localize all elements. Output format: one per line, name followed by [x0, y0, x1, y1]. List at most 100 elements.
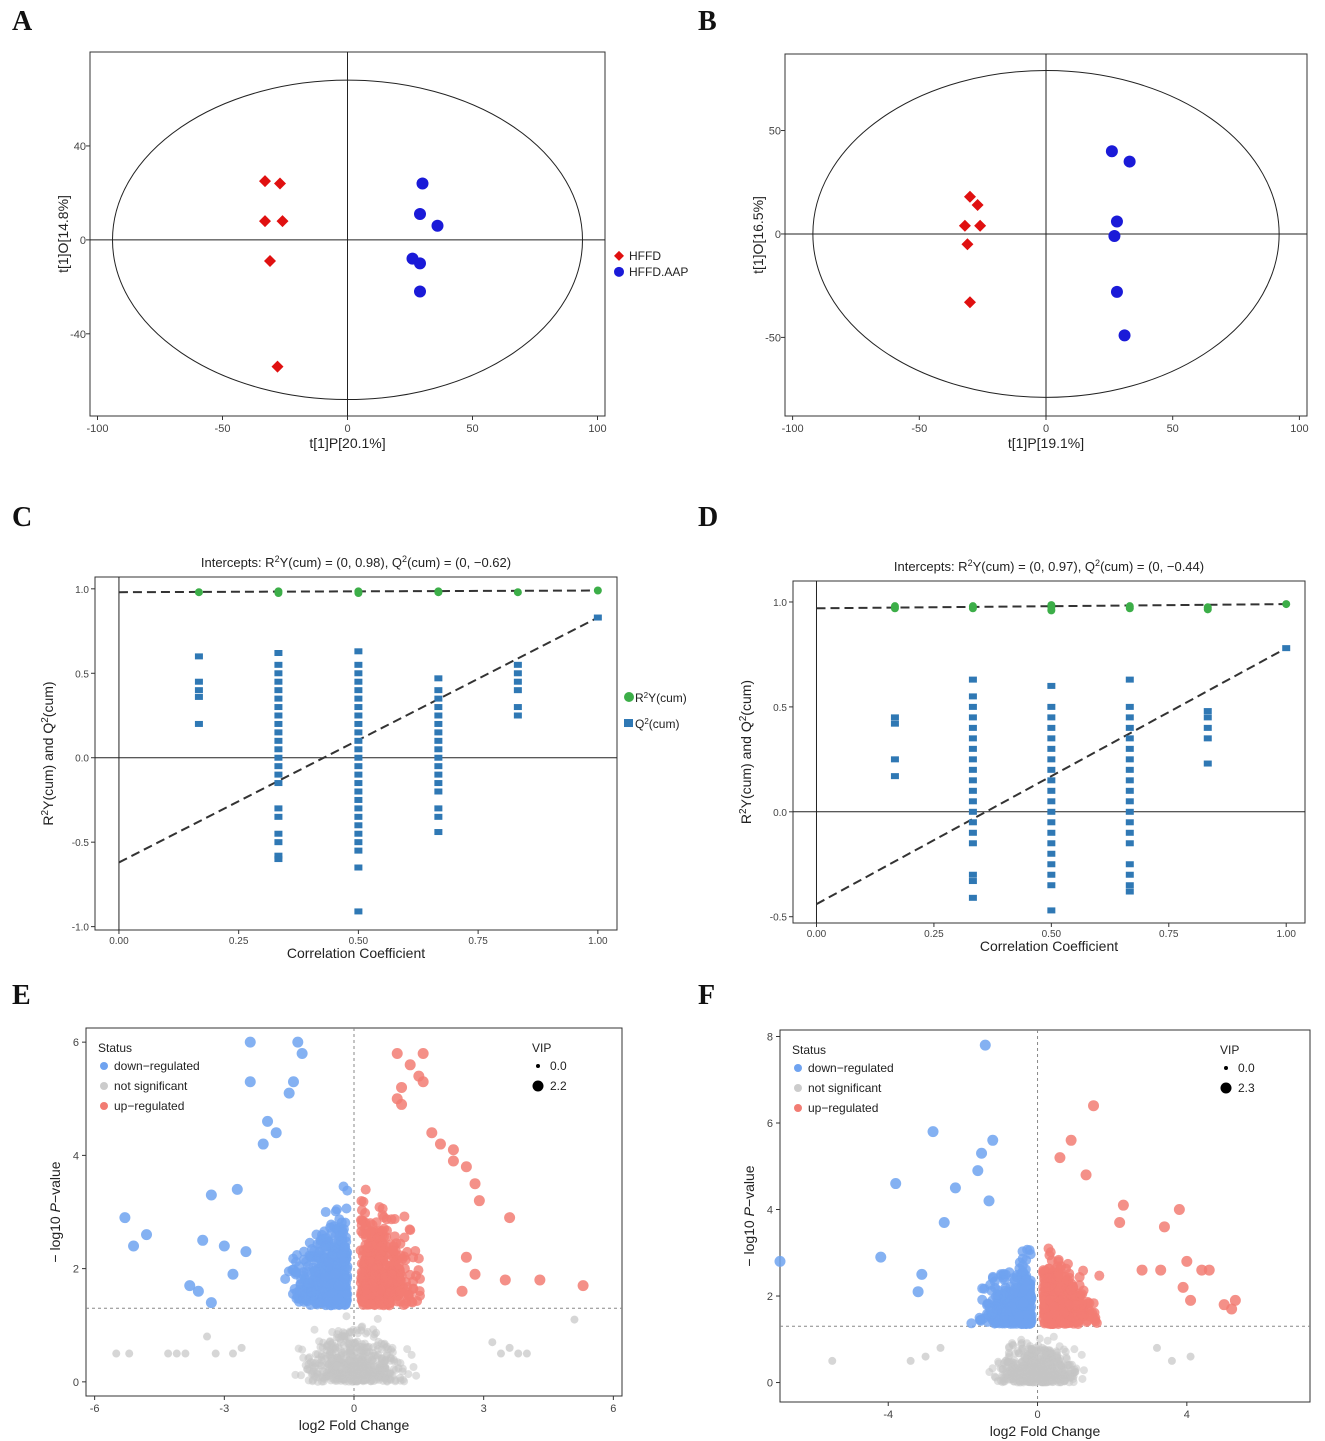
q2-point: [274, 729, 283, 736]
data-point-hffd: [974, 219, 987, 232]
point-up-regulated: [1054, 1152, 1066, 1164]
point-not-significant: [334, 1327, 343, 1336]
q2-point: [968, 798, 977, 805]
x-axis-title: t[1]P[19.1%]: [1008, 435, 1084, 451]
y-tick-label: 0: [73, 1377, 79, 1389]
data-point-hffd-aap: [1105, 145, 1118, 158]
point-down-regulated: [972, 1165, 984, 1177]
x-tick-label: 0.00: [109, 936, 129, 947]
data-point-hffd: [958, 219, 971, 232]
data-point-hffd-aap: [431, 219, 444, 232]
y-tick-label: -0.5: [770, 913, 788, 924]
point-not-significant: [514, 1349, 523, 1358]
point-up-regulated: [384, 1276, 395, 1287]
x-axis-title: log2 Fold Change: [299, 1417, 410, 1433]
point-not-significant: [1057, 1361, 1066, 1370]
legend-key-1: [794, 1084, 802, 1092]
q2-point: [1047, 756, 1056, 763]
point-not-significant: [1023, 1366, 1032, 1375]
q2-point: [194, 693, 203, 700]
q2-point: [434, 746, 443, 753]
point-up-regulated: [469, 1178, 481, 1190]
point-down-regulated: [298, 1246, 309, 1257]
point-not-significant: [331, 1361, 340, 1370]
q2-point: [1047, 777, 1056, 784]
q2-point: [1047, 871, 1056, 878]
y-tick-label: 2: [767, 1291, 773, 1303]
point-up-regulated: [460, 1251, 472, 1263]
point-down-regulated: [999, 1318, 1010, 1329]
y-tick-label: 0.0: [75, 754, 89, 765]
q2-point: [434, 695, 443, 702]
point-not-significant: [211, 1349, 220, 1358]
point-up-regulated: [408, 1252, 419, 1263]
point-not-significant: [1062, 1353, 1071, 1362]
point-down-regulated: [280, 1274, 291, 1285]
y-tick-label: 0.5: [773, 703, 787, 714]
q2-point: [1047, 850, 1056, 857]
x-tick-label: 1.00: [1276, 929, 1296, 940]
point-up-regulated: [1040, 1282, 1051, 1293]
y-tick-label: 0.5: [75, 669, 89, 680]
q2-point: [1047, 682, 1056, 689]
x-tick-label: -50: [911, 423, 927, 435]
q2-point: [434, 763, 443, 770]
q2-point: [274, 712, 283, 719]
q2-point: [194, 678, 203, 685]
point-down-regulated: [240, 1246, 252, 1258]
panel-letter-a: A: [12, 6, 33, 37]
x-axis-title: Correlation Coefficient: [287, 945, 425, 961]
point-not-significant: [998, 1364, 1007, 1373]
point-up-regulated: [391, 1047, 403, 1059]
point-not-significant: [342, 1364, 351, 1373]
q2-point: [968, 787, 977, 794]
point-not-significant: [1028, 1356, 1037, 1365]
point-up-regulated: [368, 1282, 379, 1293]
q2-point: [354, 704, 363, 711]
point-up-regulated: [360, 1208, 371, 1219]
point-up-regulated: [360, 1229, 371, 1240]
q2-point: [274, 856, 283, 863]
q2-point: [274, 695, 283, 702]
point-not-significant: [1027, 1345, 1036, 1354]
q2-point: [1125, 798, 1134, 805]
r2-point: [890, 602, 899, 611]
x-tick-label: -50: [215, 423, 231, 435]
point-not-significant: [409, 1363, 418, 1372]
x-tick-label: 0.25: [924, 929, 944, 940]
q2-point: [354, 712, 363, 719]
point-not-significant: [398, 1367, 407, 1376]
point-down-regulated: [979, 1039, 991, 1051]
q2-point: [434, 720, 443, 727]
plot-frame: [792, 580, 1306, 924]
x-tick-label: 0.00: [807, 929, 827, 940]
data-point-hffd: [963, 296, 976, 309]
point-not-significant: [1070, 1345, 1079, 1354]
q2-point: [1047, 703, 1056, 710]
point-down-regulated: [300, 1295, 311, 1306]
x-tick-label: -6: [90, 1403, 100, 1415]
point-down-regulated: [262, 1115, 274, 1127]
q2-point: [1203, 724, 1212, 731]
point-not-significant: [369, 1332, 378, 1341]
data-point-hffd: [259, 175, 271, 188]
y-tick-label: 4: [767, 1205, 773, 1217]
r2-point: [513, 588, 522, 597]
point-down-regulated: [292, 1036, 304, 1048]
point-up-regulated: [405, 1225, 416, 1236]
point-not-significant: [496, 1349, 505, 1358]
point-not-significant: [1019, 1361, 1028, 1370]
x-tick-label: 0.75: [1159, 929, 1179, 940]
q2-point: [434, 737, 443, 744]
point-up-regulated: [367, 1262, 378, 1273]
y-axis-title: R2Y(cum) and Q2(cum): [738, 680, 755, 824]
q2-point: [354, 771, 363, 778]
q2-point: [194, 687, 203, 694]
q2-point: [890, 773, 899, 780]
point-not-significant: [336, 1355, 345, 1364]
q2-point: [513, 704, 522, 711]
point-up-regulated: [392, 1296, 403, 1307]
plot-frame: [94, 576, 618, 931]
data-point-hffd: [274, 177, 286, 190]
